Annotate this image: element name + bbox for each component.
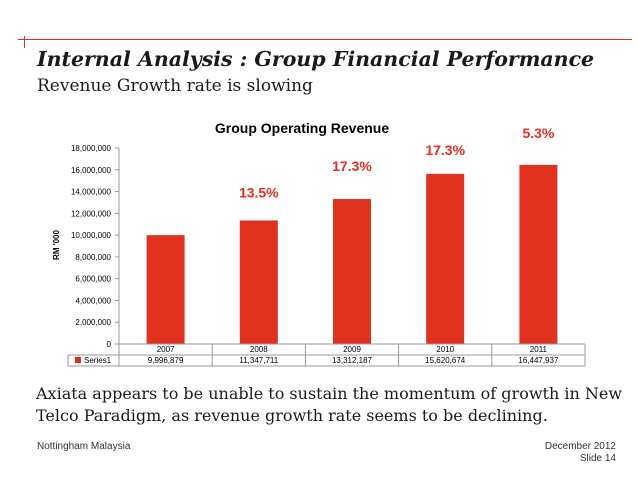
category-label-2008: 2008	[250, 345, 268, 354]
bar-2007	[146, 235, 185, 344]
y-axis-label: RM '000	[52, 229, 61, 259]
body-text: Axiata appears to be unable to sustain t…	[36, 384, 623, 425]
footer-org: Nottingham Malaysia	[37, 441, 131, 452]
y-tick-label: 16,000,000	[71, 166, 112, 175]
data-table: Series1 2007 9,996,879 2008 11,347,711 2009 13…	[67, 343, 586, 367]
bar-2011	[519, 164, 558, 344]
bar-series	[146, 164, 558, 344]
y-tick-label: 4,000,000	[75, 296, 111, 305]
y-tick-label: 0	[107, 340, 112, 349]
legend-series-name: Series1	[84, 356, 112, 365]
y-tick-label: 10,000,000	[71, 231, 112, 240]
bar-2010	[426, 173, 465, 344]
growth-label-2008: 13.5%	[239, 184, 279, 200]
bar-2008	[239, 220, 278, 344]
y-axis: 0 2,000,000 4,000,000 6,000,000 8,000,000 10,…	[71, 144, 120, 349]
growth-label-2010: 17.3%	[425, 142, 465, 158]
y-tick-label: 8,000,000	[75, 253, 111, 262]
category-label-2011: 2011	[530, 345, 548, 354]
growth-annotations: 13.5% 17.3% 17.3% 5.3%	[239, 125, 555, 201]
footer-date: December 2012	[544, 441, 616, 452]
y-tick-label: 14,000,000	[71, 188, 112, 197]
value-label-2007: 9,996,879	[148, 356, 184, 365]
y-tick-label: 2,000,000	[75, 318, 111, 327]
title-accent-tick	[24, 36, 25, 48]
chart-title: Group Operating Revenue	[215, 120, 389, 136]
bar-2009	[333, 199, 371, 344]
y-tick-label: 6,000,000	[75, 275, 111, 284]
title-accent-line	[18, 39, 632, 40]
value-label-2010: 15,620,674	[425, 356, 466, 365]
growth-label-2009: 17.3%	[332, 158, 372, 174]
category-label-2007: 2007	[157, 345, 175, 354]
legend-swatch	[75, 357, 81, 363]
y-tick-label: 12,000,000	[71, 209, 112, 218]
y-tick-label: 18,000,000	[71, 144, 112, 153]
value-label-2008: 11,347,711	[239, 356, 278, 365]
slide-subtitle: Revenue Growth rate is slowing	[37, 76, 313, 96]
footer-slide-number: Slide 14	[579, 453, 616, 464]
category-label-2010: 2010	[436, 345, 454, 354]
category-label-2009: 2009	[343, 345, 361, 354]
value-label-2009: 13,312,187	[332, 356, 373, 365]
slide-title: Internal Analysis : Group Financial Perf…	[37, 47, 595, 71]
value-label-2011: 16,447,937	[518, 356, 559, 365]
growth-label-2011: 5.3%	[522, 125, 554, 141]
